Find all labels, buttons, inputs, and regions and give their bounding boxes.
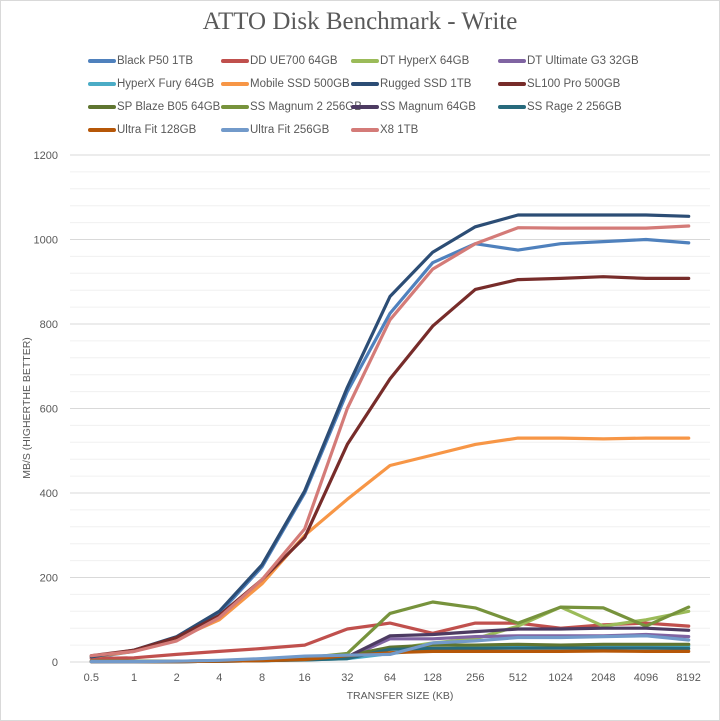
legend-swatch — [351, 105, 379, 109]
legend-item: DT HyperX 64GB — [351, 55, 469, 67]
legend-item: DT Ultimate G3 32GB — [498, 55, 639, 67]
legend-label: DT Ultimate G3 32GB — [527, 55, 639, 67]
x-tick-label: 8 — [259, 672, 265, 684]
x-tick-label: 128 — [423, 672, 441, 684]
y-tick-label: 600 — [40, 404, 58, 416]
legend-item: Ultra Fit 128GB — [88, 124, 196, 136]
y-axis-title: MB/S (HIGHERTHE BETTER) — [21, 337, 33, 479]
series-line-sl100-pro-500gb — [89, 275, 691, 658]
legend-item: SL100 Pro 500GB — [498, 78, 620, 90]
legend-label: X8 1TB — [380, 124, 419, 136]
legend-item: SS Magnum 64GB — [351, 101, 476, 113]
series-line-rugged-ssd-1tb — [89, 213, 691, 659]
series-line-dd-ue700-64gb — [89, 621, 691, 661]
legend-item: HyperX Fury 64GB — [88, 78, 214, 90]
x-tick-label: 0.5 — [84, 672, 99, 684]
x-tick-label: 2 — [174, 672, 180, 684]
legend-label: HyperX Fury 64GB — [117, 78, 215, 90]
x-tick-label: 4 — [216, 672, 222, 684]
legend-label: Mobile SSD 500GB — [250, 78, 350, 90]
x-tick-label: 8192 — [676, 672, 700, 684]
y-tick-label: 1200 — [34, 150, 58, 162]
y-tick-label: 400 — [40, 488, 58, 500]
legend-swatch — [221, 105, 249, 109]
y-axis: 0 200 400 600 800 1000 1200 — [34, 150, 58, 669]
legend-swatch — [221, 128, 249, 132]
x-axis: 0.5 1 2 4 8 16 32 64 128 256 512 1024 2048 4096 8192 — [84, 672, 701, 684]
series-line-x8-1tb — [89, 224, 691, 658]
x-tick-label: 64 — [384, 672, 396, 684]
legend-item: Ultra Fit 256GB — [221, 124, 329, 136]
legend-label: Ultra Fit 256GB — [250, 124, 330, 136]
x-tick-label: 1024 — [548, 672, 572, 684]
x-axis-title: TRANSFER SIZE (KB) — [347, 690, 454, 702]
y-tick-label: 800 — [40, 319, 58, 331]
x-tick-label: 16 — [299, 672, 311, 684]
legend-label: Black P50 1TB — [117, 55, 194, 67]
legend-swatch — [351, 128, 379, 132]
chart-title: ATTO Disk Benchmark - Write — [202, 8, 518, 35]
series-line-ultra-fit-256gb — [89, 634, 691, 664]
legend-swatch — [88, 59, 116, 63]
legend-swatch — [498, 105, 526, 109]
legend-label: SS Magnum 64GB — [380, 101, 476, 113]
legend-item: Mobile SSD 500GB — [221, 78, 350, 90]
legend-swatch — [351, 59, 379, 63]
x-tick-label: 1 — [131, 672, 137, 684]
legend-swatch — [221, 59, 249, 63]
legend-item: SS Rage 2 256GB — [498, 101, 622, 113]
legend-label: SS Rage 2 256GB — [527, 101, 622, 113]
x-tick-label: 2048 — [591, 672, 615, 684]
legend-item: X8 1TB — [351, 124, 418, 136]
legend-swatch — [88, 128, 116, 132]
series-lines — [89, 213, 691, 664]
legend-item: Black P50 1TB — [88, 55, 193, 67]
y-tick-label: 200 — [40, 573, 58, 585]
series-line-black-p50-1tb — [89, 237, 691, 660]
legend-label: Rugged SSD 1TB — [380, 78, 472, 90]
x-tick-label: 256 — [466, 672, 484, 684]
x-tick-label: 32 — [341, 672, 353, 684]
legend-item: SS Magnum 2 256GB — [221, 101, 362, 113]
legend-label: DT HyperX 64GB — [380, 55, 470, 67]
legend-label: Ultra Fit 128GB — [117, 124, 197, 136]
gridlines — [70, 154, 710, 663]
legend-item: DD UE700 64GB — [221, 55, 338, 67]
legend-swatch — [498, 82, 526, 86]
x-tick-label: 512 — [509, 672, 527, 684]
legend-swatch — [88, 105, 116, 109]
legend-label: SP Blaze B05 64GB — [117, 101, 221, 113]
legend-label: SS Magnum 2 256GB — [250, 101, 362, 113]
legend-label: DD UE700 64GB — [250, 55, 338, 67]
legend-swatch — [221, 82, 249, 86]
legend-item: Rugged SSD 1TB — [351, 78, 471, 90]
legend-swatch — [498, 59, 526, 63]
legend-swatch — [351, 82, 379, 86]
y-tick-label: 1000 — [34, 235, 58, 247]
x-tick-label: 4096 — [634, 672, 658, 684]
legend-label: SL100 Pro 500GB — [527, 78, 621, 90]
legend-item: SP Blaze B05 64GB — [88, 101, 220, 113]
y-tick-label: 0 — [52, 657, 58, 669]
legend-swatch — [88, 82, 116, 86]
